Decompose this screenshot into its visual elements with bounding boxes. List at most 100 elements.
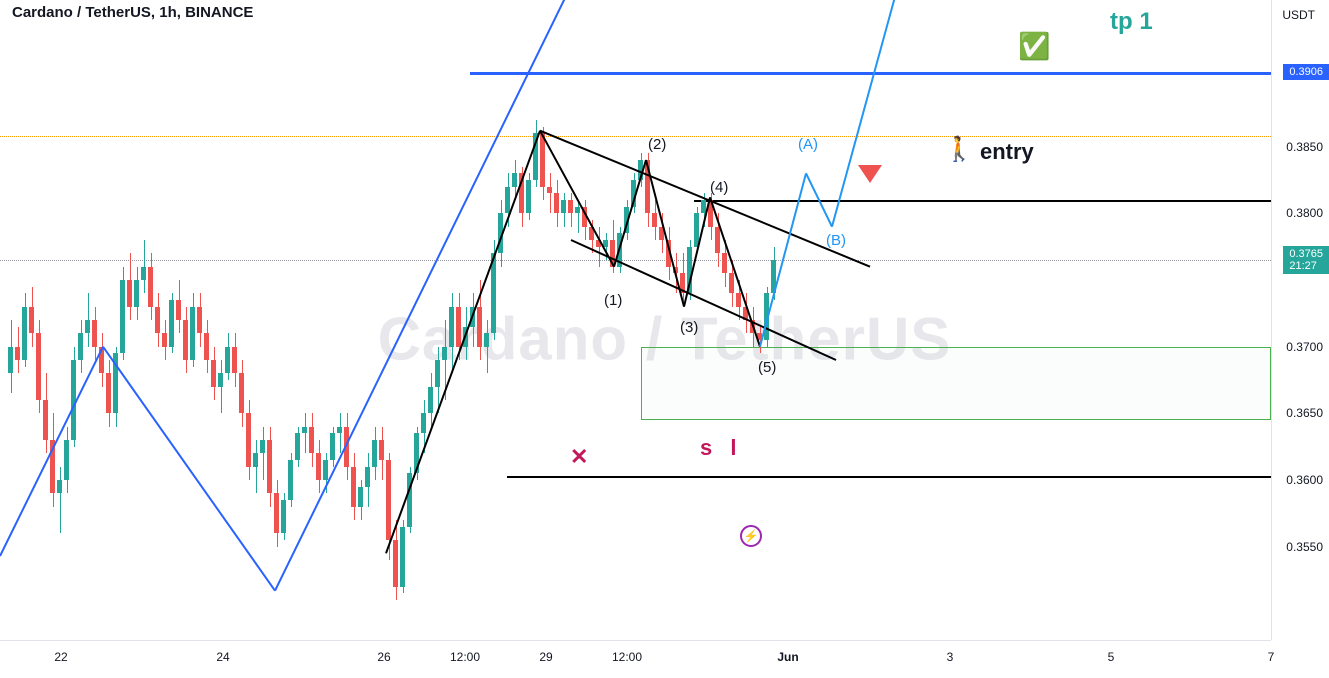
candle-body [666,240,671,267]
plot-area[interactable]: (1)(2)(3)(4)(5)(A)(B)tp 1✅entry🚶s l✕⚡ [0,0,1271,640]
wave-label: (A) [798,136,818,153]
candle-wick [599,227,600,267]
candle-body [393,540,398,587]
candle-body [22,307,27,360]
candle-body [183,320,188,360]
candle-body [526,180,531,213]
y-axis[interactable]: USDT 0.35500.36000.36500.37000.38000.385… [1271,0,1329,640]
horizontal-line [507,476,1271,478]
candle-wick [676,253,677,293]
candle-body [435,360,440,387]
candle-body [232,347,237,374]
candle-wick [305,413,306,453]
candle-body [736,293,741,306]
candle-body [715,227,720,254]
candle-body [225,347,230,374]
candle-body [246,413,251,466]
candle-body [50,440,55,493]
candle-body [561,200,566,213]
candle-body [575,207,580,214]
candle-body [694,213,699,246]
candle-body [323,460,328,480]
candle-body [617,233,622,266]
candle-body [771,260,776,293]
candle-body [764,293,769,340]
candle-body [155,307,160,334]
horizontal-line [470,72,1271,75]
trend-line [832,0,927,227]
candle-body [519,173,524,213]
tp1-label: tp 1 [1110,8,1153,36]
candle-body [463,327,468,347]
x-axis[interactable]: 22242612:002912:00Jun357 [0,640,1271,678]
x-tick: 29 [539,650,552,664]
candle-wick [550,173,551,213]
candle-body [372,440,377,467]
candle-body [274,493,279,533]
candle-body [400,527,405,587]
candle-body [421,413,426,433]
x-tick: 12:00 [612,650,642,664]
candle-body [449,307,454,347]
horizontal-line [0,136,1271,137]
wave-label: (3) [680,319,698,336]
candle-body [645,160,650,213]
candle-body [610,240,615,267]
candle-body [379,440,384,460]
candle-body [386,460,391,540]
candle-body [484,333,489,346]
candle-body [491,253,496,333]
candle-body [680,273,685,293]
wave-label: (4) [710,179,728,196]
horizontal-line [694,200,1271,202]
x-tick: 5 [1108,650,1115,664]
candle-body [120,280,125,353]
x-tick: 3 [947,650,954,664]
y-tick: 0.3850 [1286,140,1323,154]
candle-wick [445,320,446,400]
candle-body [344,427,349,467]
candle-body [218,373,223,386]
candle-body [414,433,419,473]
candle-wick [578,200,579,233]
candle-body [505,187,510,214]
candle-body [757,333,762,340]
candle-body [295,433,300,460]
candle-body [92,320,97,347]
candle-body [659,227,664,240]
candle-body [316,453,321,480]
candle-body [365,467,370,487]
y-tick: 0.3600 [1286,473,1323,487]
candle-body [260,440,265,453]
candle-body [330,433,335,460]
x-tick: 12:00 [450,650,480,664]
trend-line [646,160,684,307]
candle-body [631,180,636,207]
candle-body [428,387,433,414]
price-tag: 0.376521:27 [1283,246,1329,274]
candle-body [239,373,244,413]
candle-body [127,280,132,307]
candle-body [309,427,314,454]
candle-wick [606,233,607,260]
candle-body [85,320,90,333]
candle-body [29,307,34,334]
candle-body [211,360,216,387]
y-tick: 0.3800 [1286,206,1323,220]
candle-body [498,213,503,253]
chart-title: Cardano / TetherUS, 1h, BINANCE [12,4,253,21]
candle-body [722,253,727,273]
target-box [641,347,1271,420]
bolt-icon[interactable]: ⚡ [740,525,762,547]
candle-body [442,347,447,360]
x-tick: 22 [54,650,67,664]
candle-body [687,247,692,294]
candle-wick [221,360,222,413]
x-tick: 26 [377,650,390,664]
candle-body [673,267,678,274]
candle-wick [340,413,341,453]
wave-label: (2) [648,136,666,153]
candle-body [603,240,608,247]
candle-body [701,200,706,213]
price-tag: 0.3906 [1283,64,1329,80]
